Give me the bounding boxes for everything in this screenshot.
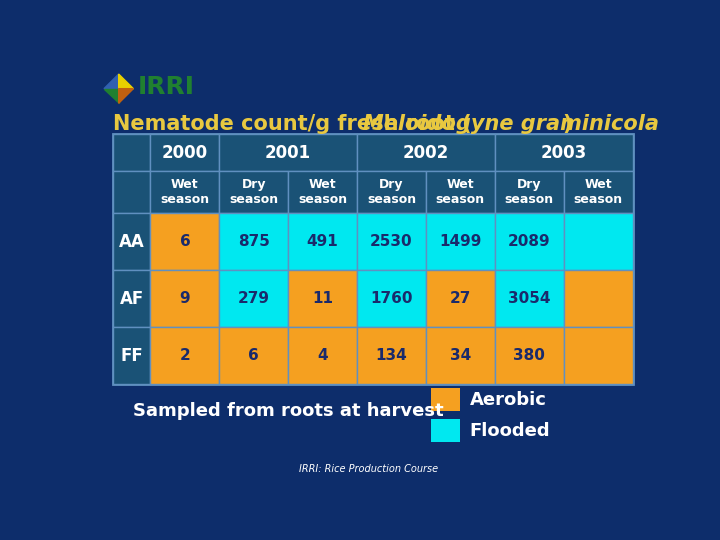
Polygon shape xyxy=(104,74,119,89)
Polygon shape xyxy=(119,74,133,89)
Text: 1499: 1499 xyxy=(439,234,482,249)
Text: 6: 6 xyxy=(179,234,190,249)
Bar xyxy=(357,134,495,171)
Text: IRRI: IRRI xyxy=(138,75,194,99)
Text: 2: 2 xyxy=(179,348,190,363)
Bar xyxy=(357,271,426,327)
Text: Aerobic: Aerobic xyxy=(469,391,546,409)
Text: 3054: 3054 xyxy=(508,292,551,306)
Text: 2089: 2089 xyxy=(508,234,551,249)
Bar xyxy=(220,271,288,327)
Text: 27: 27 xyxy=(450,292,471,306)
Bar xyxy=(357,213,426,271)
Polygon shape xyxy=(119,89,133,103)
Text: 491: 491 xyxy=(307,234,338,249)
Text: 2000: 2000 xyxy=(162,144,208,161)
Bar xyxy=(113,134,632,384)
Bar xyxy=(113,171,150,213)
Text: 11: 11 xyxy=(312,292,333,306)
Text: 4: 4 xyxy=(318,348,328,363)
Bar xyxy=(220,134,357,171)
Bar xyxy=(288,327,357,384)
Text: 875: 875 xyxy=(238,234,270,249)
Bar xyxy=(426,327,495,384)
Text: 34: 34 xyxy=(450,348,471,363)
Bar xyxy=(220,327,288,384)
Text: 2002: 2002 xyxy=(402,144,449,161)
Text: 380: 380 xyxy=(513,348,545,363)
Bar xyxy=(357,171,426,213)
Bar xyxy=(564,171,632,213)
Bar xyxy=(426,171,495,213)
Bar xyxy=(288,171,357,213)
Text: Dry
season: Dry season xyxy=(229,178,279,206)
Bar xyxy=(426,271,495,327)
Text: 9: 9 xyxy=(179,292,190,306)
Text: 2001: 2001 xyxy=(265,144,311,161)
Text: Dry
season: Dry season xyxy=(505,178,554,206)
Bar xyxy=(431,419,461,442)
Text: FF: FF xyxy=(120,347,143,365)
Bar xyxy=(113,213,150,271)
Bar xyxy=(113,271,150,327)
Text: Wet
season: Wet season xyxy=(436,178,485,206)
Bar xyxy=(431,388,461,411)
Bar xyxy=(495,134,632,171)
Text: Nematode count/g fresh root (: Nematode count/g fresh root ( xyxy=(113,114,472,134)
Bar xyxy=(113,134,150,171)
Text: 2530: 2530 xyxy=(370,234,413,249)
Bar xyxy=(220,213,288,271)
Text: Flooded: Flooded xyxy=(469,422,550,440)
Text: Wet
season: Wet season xyxy=(574,178,623,206)
Text: Sampled from roots at harvest: Sampled from roots at harvest xyxy=(132,402,444,420)
Text: Wet
season: Wet season xyxy=(161,178,210,206)
Text: ): ) xyxy=(563,114,572,134)
Bar xyxy=(288,271,357,327)
Text: AF: AF xyxy=(120,290,144,308)
Bar xyxy=(564,213,632,271)
Bar xyxy=(495,327,564,384)
Bar xyxy=(288,213,357,271)
Bar xyxy=(426,213,495,271)
Text: Meloidogyne graminicola: Meloidogyne graminicola xyxy=(363,114,659,134)
Text: 1760: 1760 xyxy=(370,292,413,306)
Bar xyxy=(495,213,564,271)
Bar xyxy=(150,134,220,171)
Bar xyxy=(113,327,150,384)
Text: 279: 279 xyxy=(238,292,270,306)
Bar xyxy=(150,327,220,384)
Bar xyxy=(220,171,288,213)
Text: AA: AA xyxy=(119,233,145,251)
Text: 2003: 2003 xyxy=(541,144,587,161)
Text: 6: 6 xyxy=(248,348,259,363)
Bar xyxy=(495,271,564,327)
Bar xyxy=(150,213,220,271)
Text: IRRI: Rice Production Course: IRRI: Rice Production Course xyxy=(300,464,438,474)
Text: Dry
season: Dry season xyxy=(367,178,416,206)
Bar xyxy=(495,171,564,213)
Bar xyxy=(357,327,426,384)
Bar xyxy=(564,271,632,327)
Polygon shape xyxy=(104,89,119,103)
Bar xyxy=(150,171,220,213)
Text: Wet
season: Wet season xyxy=(298,178,347,206)
Bar xyxy=(564,327,632,384)
Text: 134: 134 xyxy=(376,348,408,363)
Bar xyxy=(150,271,220,327)
